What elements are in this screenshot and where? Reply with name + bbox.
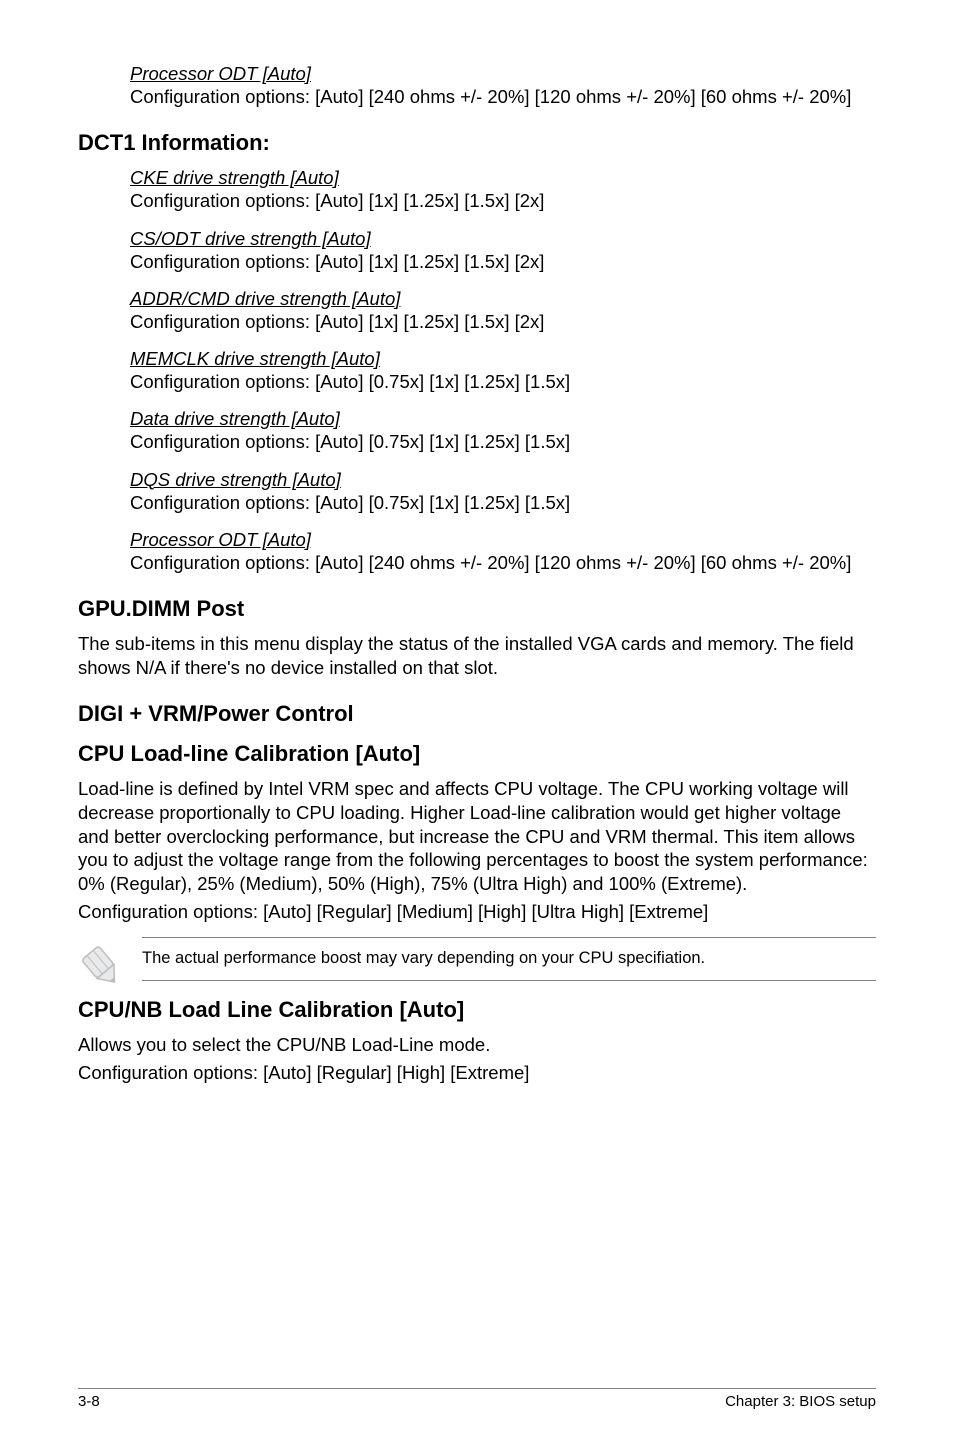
- setting-block: ADDR/CMD drive strength [Auto] Configura…: [130, 287, 876, 333]
- setting-title: DQS drive strength [Auto]: [130, 468, 876, 491]
- setting-title: ADDR/CMD drive strength [Auto]: [130, 287, 876, 310]
- page: Processor ODT [Auto] Configuration optio…: [0, 0, 954, 1438]
- setting-body: Configuration options: [Auto] [1x] [1.25…: [130, 189, 876, 212]
- setting-title: Data drive strength [Auto]: [130, 407, 876, 430]
- paragraph: Configuration options: [Auto] [Regular] …: [78, 900, 876, 924]
- setting-body: Configuration options: [Auto] [0.75x] [1…: [130, 491, 876, 514]
- heading-dct1: DCT1 Information:: [78, 130, 876, 156]
- note: The actual performance boost may vary de…: [78, 937, 876, 989]
- heading-cpu-loadline: CPU Load-line Calibration [Auto]: [78, 741, 876, 767]
- setting-block: DQS drive strength [Auto] Configuration …: [130, 468, 876, 514]
- setting-body: Configuration options: [Auto] [0.75x] [1…: [130, 370, 876, 393]
- setting-block: Data drive strength [Auto] Configuration…: [130, 407, 876, 453]
- setting-title: CS/ODT drive strength [Auto]: [130, 227, 876, 250]
- pencil-icon: [78, 943, 124, 989]
- setting-title: CKE drive strength [Auto]: [130, 166, 876, 189]
- setting-body: Configuration options: [Auto] [0.75x] [1…: [130, 430, 876, 453]
- heading-gpudimm: GPU.DIMM Post: [78, 596, 876, 622]
- heading-digivrm: DIGI + VRM/Power Control: [78, 701, 876, 727]
- paragraph: Allows you to select the CPU/NB Load-Lin…: [78, 1033, 876, 1057]
- setting-title: Processor ODT [Auto]: [130, 62, 876, 85]
- setting-block: CS/ODT drive strength [Auto] Configurati…: [130, 227, 876, 273]
- paragraph: Load-line is defined by Intel VRM spec a…: [78, 777, 876, 895]
- page-footer: 3-8 Chapter 3: BIOS setup: [78, 1388, 876, 1410]
- setting-block: MEMCLK drive strength [Auto] Configurati…: [130, 347, 876, 393]
- setting-body: Configuration options: [Auto] [1x] [1.25…: [130, 310, 876, 333]
- setting-title: MEMCLK drive strength [Auto]: [130, 347, 876, 370]
- setting-block: Processor ODT [Auto] Configuration optio…: [130, 528, 876, 574]
- note-text: The actual performance boost may vary de…: [142, 937, 876, 980]
- setting-body: Configuration options: [Auto] [240 ohms …: [130, 85, 876, 108]
- paragraph: Configuration options: [Auto] [Regular] …: [78, 1061, 876, 1085]
- setting-block: Processor ODT [Auto] Configuration optio…: [130, 62, 876, 108]
- footer-chapter: Chapter 3: BIOS setup: [725, 1393, 876, 1410]
- setting-body: Configuration options: [Auto] [240 ohms …: [130, 551, 876, 574]
- heading-cpu-nb: CPU/NB Load Line Calibration [Auto]: [78, 997, 876, 1023]
- setting-block: CKE drive strength [Auto] Configuration …: [130, 166, 876, 212]
- setting-title: Processor ODT [Auto]: [130, 528, 876, 551]
- paragraph: The sub-items in this menu display the s…: [78, 632, 876, 679]
- footer-page-number: 3-8: [78, 1393, 100, 1410]
- setting-body: Configuration options: [Auto] [1x] [1.25…: [130, 250, 876, 273]
